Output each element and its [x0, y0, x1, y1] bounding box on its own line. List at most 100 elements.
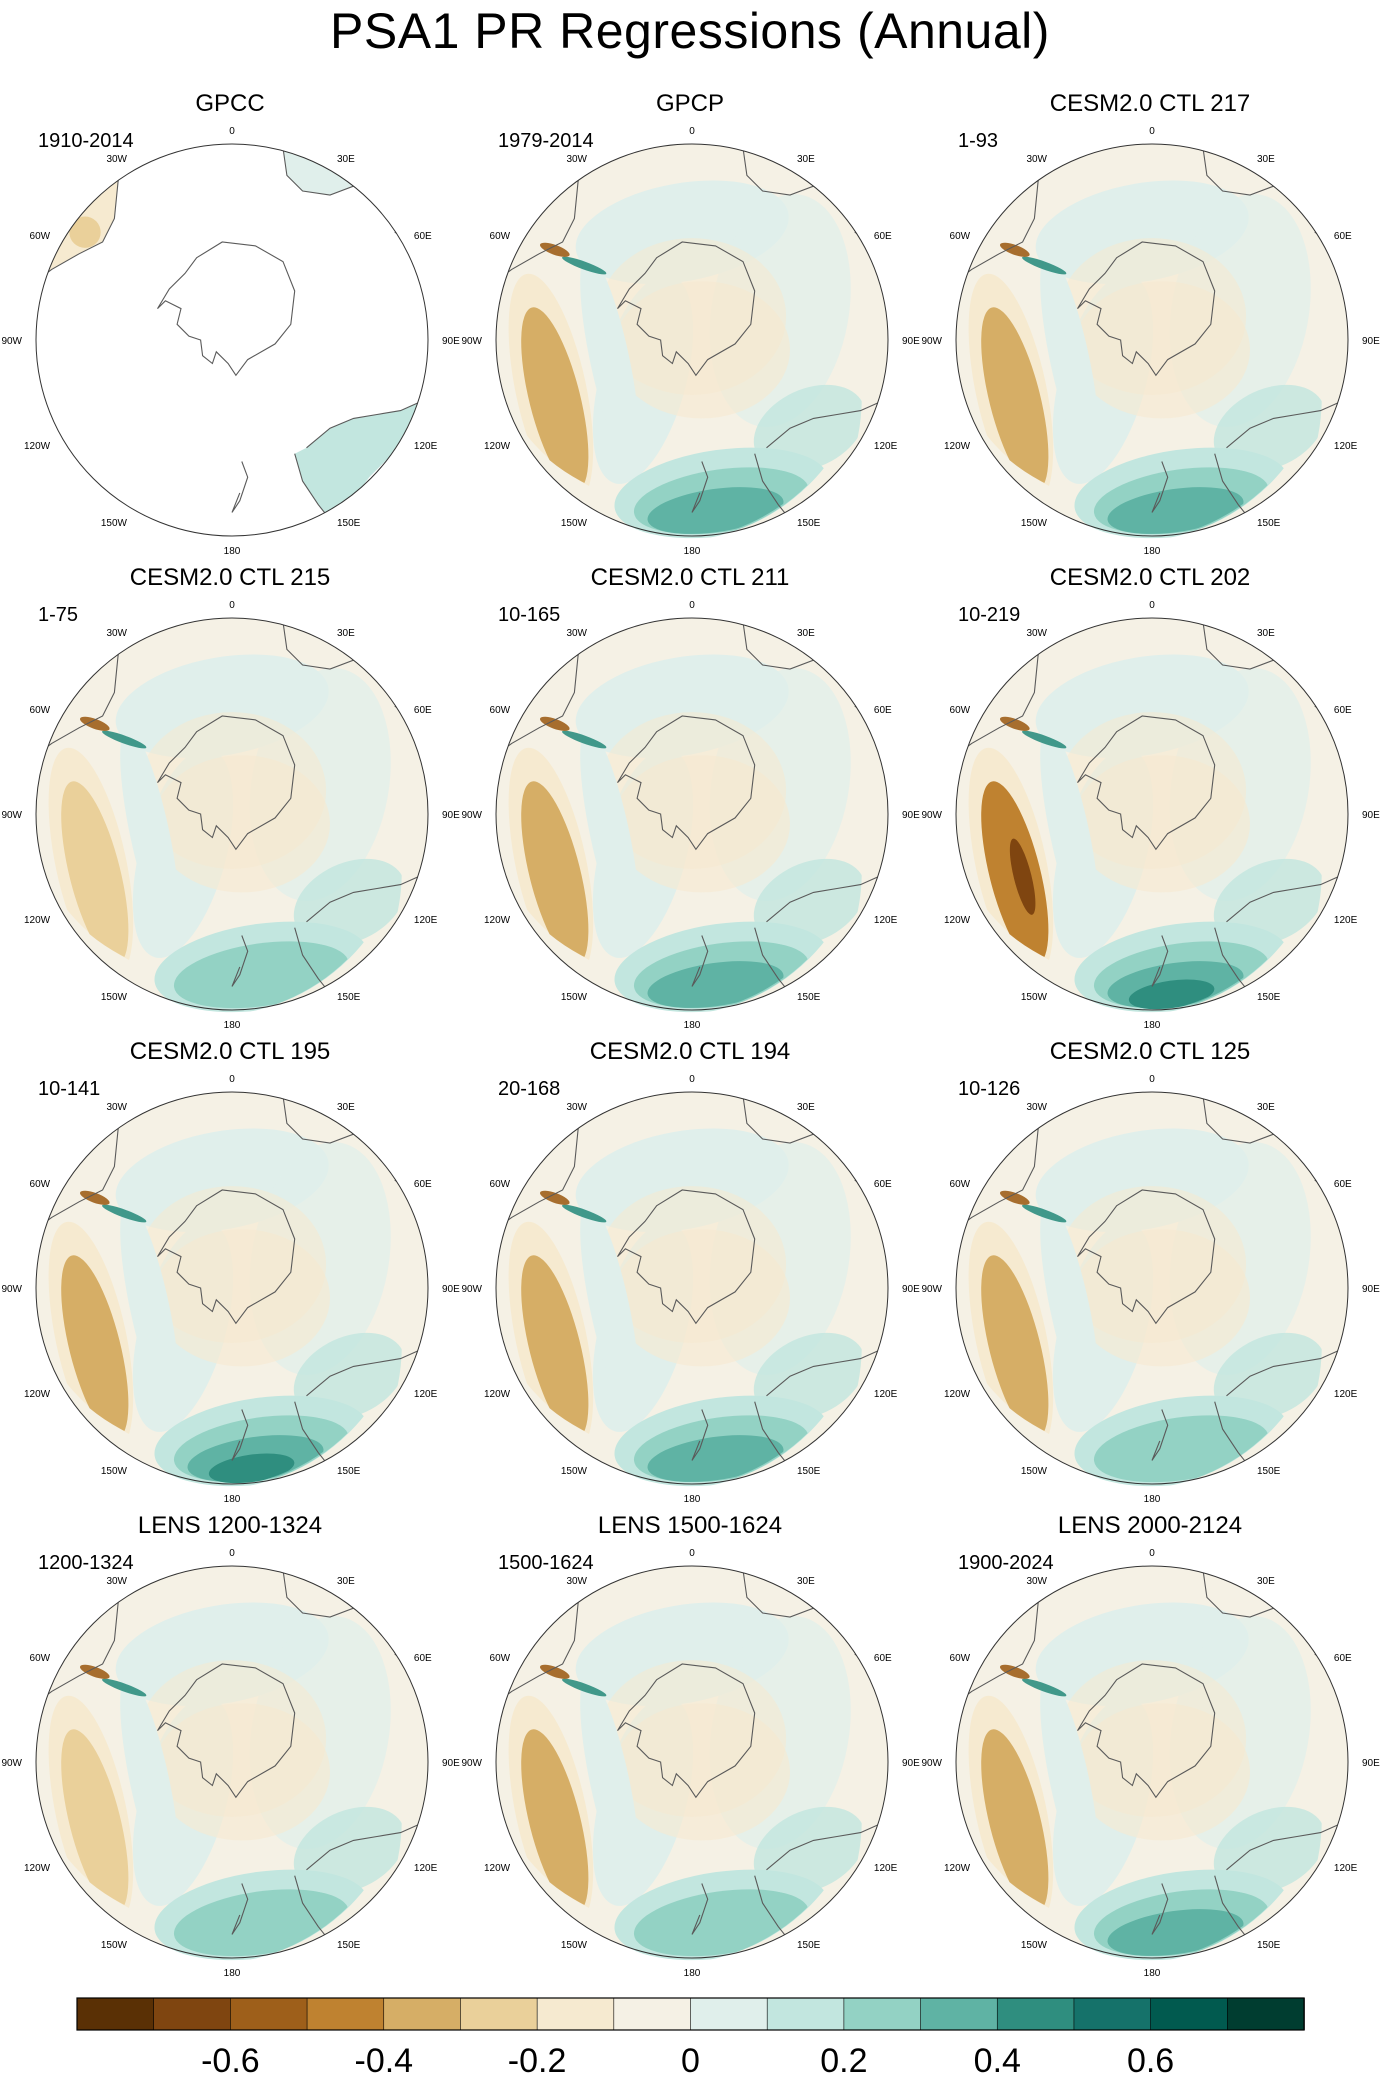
longitude-label: 120E: [1334, 915, 1358, 926]
longitude-label: 0: [1149, 126, 1155, 137]
longitude-label: 150E: [337, 992, 361, 1003]
longitude-label: 30E: [797, 154, 815, 165]
panel-title: GPCP: [655, 90, 724, 117]
longitude-label: 30W: [1026, 1102, 1047, 1113]
longitude-label: 60W: [950, 705, 971, 716]
map-panel: LENS 2000-2124 1900-2024 0 30E 60E 90E 120E 150…: [920, 1502, 1380, 1979]
longitude-label: 150W: [101, 1940, 128, 1951]
longitude-label: 90E: [902, 1284, 920, 1295]
colorbar-tick-label: -0.4: [355, 2042, 414, 2080]
longitude-label: 120E: [874, 915, 898, 926]
longitude-label: 90E: [442, 1284, 460, 1295]
longitude-label: 180: [684, 546, 701, 557]
map-panel: LENS 1500-1624 1500-1624 0 30E 60E 90E 120E 150…: [460, 1502, 920, 1979]
longitude-label: 90W: [921, 810, 942, 821]
precip-field: [956, 1092, 1348, 1487]
polar-map: 0 30E 60E 90E 120E 150E 180 150W 120W 90W 60W 30W: [461, 600, 920, 1031]
longitude-label: 120W: [24, 915, 51, 926]
longitude-label: 120W: [484, 1863, 511, 1874]
colorbar-swatch: [843, 1997, 922, 2031]
longitude-label: 150E: [797, 518, 821, 529]
longitude-label: 0: [689, 126, 695, 137]
longitude-label: 120W: [944, 1863, 971, 1874]
panel-period: 1200-1324: [38, 1552, 134, 1574]
map-border: [955, 1091, 1349, 1485]
longitude-label: 150E: [1257, 992, 1281, 1003]
colorbar-swatch: [996, 1997, 1075, 2031]
coastlines: [956, 144, 1339, 525]
longitude-label: 180: [684, 1494, 701, 1505]
panel-title: GPCC: [195, 90, 265, 117]
longitude-label: 30E: [797, 1576, 815, 1587]
longitude-label: 180: [224, 546, 241, 557]
longitude-label: 120W: [484, 441, 511, 452]
precip-field: [956, 618, 1348, 1013]
longitude-label: 150E: [797, 1940, 821, 1951]
longitude-label: 60E: [874, 231, 892, 242]
panel-period: 1-75: [38, 604, 79, 626]
longitude-label: 0: [1149, 1074, 1155, 1085]
longitude-label: 120W: [944, 1389, 971, 1400]
longitude-label: 90W: [461, 1284, 482, 1295]
longitude-label: 120W: [484, 915, 511, 926]
longitude-label: 30E: [337, 1576, 355, 1587]
colorbar-swatch: [1073, 1997, 1152, 2031]
longitude-label: 0: [689, 1548, 695, 1559]
panel-period: 10-126: [958, 1078, 1021, 1100]
map-panel-grid: GPCC 1910-2014 0 30E 60E 90E 120E 150E 180 150W 12…: [0, 80, 1380, 1980]
longitude-label: 60W: [950, 231, 971, 242]
map-panel: CESM2.0 CTL 217 1-93 0 30E 60E 90E 120E 150E 180…: [920, 80, 1380, 557]
panel-period: 1900-2024: [958, 1552, 1054, 1574]
colorbar-swatch: [230, 1997, 308, 2031]
map-border: [495, 617, 889, 1011]
longitude-label: 0: [229, 600, 235, 611]
longitude-label: 30W: [106, 1102, 127, 1113]
longitude-label: 90E: [442, 1758, 460, 1769]
longitude-label: 90W: [921, 1284, 942, 1295]
longitude-label: 0: [1149, 1548, 1155, 1559]
longitude-label: 30E: [337, 628, 355, 639]
polar-map: 0 30E 60E 90E 120E 150E 180 150W 120W 90W 60W 30W: [921, 600, 1380, 1031]
longitude-label: 120E: [1334, 1389, 1358, 1400]
panel-period: 1910-2014: [38, 130, 134, 152]
colorbar-tick-label: -0.2: [508, 2042, 567, 2080]
longitude-label: 90E: [1362, 1284, 1380, 1295]
longitude-label: 60W: [950, 1179, 971, 1190]
panel-title: CESM2.0 CTL 195: [129, 1038, 331, 1065]
panel-period: 10-141: [38, 1078, 101, 1100]
longitude-label: 90E: [902, 810, 920, 821]
precip-field: [496, 618, 888, 1013]
panel-title: CESM2.0 CTL 215: [129, 564, 331, 591]
colorbar-tick-label: -0.6: [201, 2042, 260, 2080]
colorbar-swatch: [536, 1997, 615, 2031]
colorbar-swatch: [306, 1997, 385, 2031]
colorbar-tick-label: 0.2: [820, 2042, 867, 2080]
longitude-label: 30E: [797, 1102, 815, 1113]
longitude-label: 180: [224, 1968, 241, 1979]
longitude-label: 0: [689, 600, 695, 611]
panel-period: 1500-1624: [498, 1552, 594, 1574]
longitude-label: 180: [1144, 1968, 1161, 1979]
longitude-label: 120W: [944, 915, 971, 926]
longitude-label: 30W: [106, 628, 127, 639]
precip-field: [496, 1566, 888, 1961]
longitude-label: 90W: [921, 336, 942, 347]
longitude-label: 150W: [1021, 1466, 1048, 1477]
map-border: [35, 617, 429, 1011]
polar-map: 0 30E 60E 90E 120E 150E 180 150W 120W 90W 60W 30W: [461, 1548, 920, 1979]
colorbar-swatch: [153, 1997, 232, 2031]
longitude-label: 0: [689, 1074, 695, 1085]
longitude-label: 30E: [797, 628, 815, 639]
colorbar-tick-label: 0: [681, 2042, 700, 2080]
panel-title: CESM2.0 CTL 211: [590, 564, 790, 591]
longitude-label: 60E: [874, 705, 892, 716]
precip-field: [36, 618, 428, 1013]
longitude-label: 60W: [30, 1653, 51, 1664]
longitude-label: 30E: [337, 1102, 355, 1113]
longitude-label: 60W: [490, 231, 511, 242]
map-panel: CESM2.0 CTL 195 10-141 0 30E 60E 90E 120E 150E 1…: [0, 1028, 460, 1505]
polar-map: 0 30E 60E 90E 120E 150E 180 150W 120W 90W 60W 30W: [1, 126, 460, 557]
polar-map: 0 30E 60E 90E 120E 150E 180 150W 120W 90W 60W 30W: [1, 1074, 460, 1505]
colorbar-swatch: [613, 1997, 692, 2031]
longitude-label: 0: [1149, 600, 1155, 611]
